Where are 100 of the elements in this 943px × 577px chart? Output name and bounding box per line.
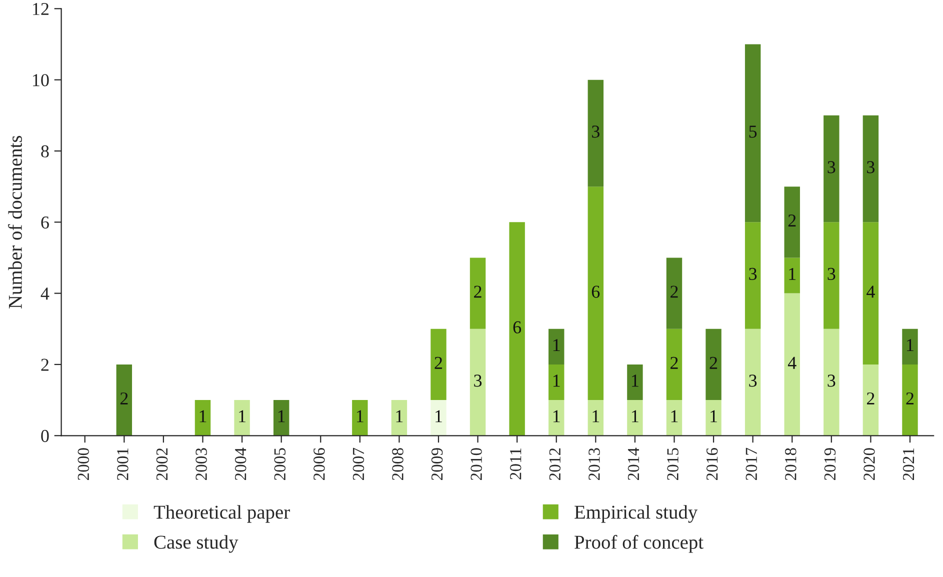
y-tick-label: 12 [33,2,48,15]
data-label: 1 [710,410,717,422]
bar [194,400,211,436]
data-label: 1 [278,410,285,422]
x-tick-label: 2015 [667,448,678,480]
bar [744,222,761,329]
x-tick-label: 2012 [549,448,561,480]
x-tick-label: 2001 [117,448,128,480]
bar [548,328,564,364]
data-label: 2 [670,356,678,369]
bar [627,400,643,436]
data-label: 6 [513,321,522,334]
bar [784,293,800,436]
x-tick-label: 2000 [78,448,90,480]
data-label: 1 [671,410,678,422]
data-label: 1 [239,410,246,422]
x-tick-label: 2019 [824,448,836,480]
data-label: 2 [474,286,482,298]
y-tick-label: 4 [40,288,50,300]
data-label: 2 [788,214,796,226]
x-tick-label: 2018 [785,448,796,480]
y-tick-label: 8 [41,145,49,158]
bar [862,364,879,436]
x-tick-label: 2005 [274,448,286,480]
data-label: 1 [632,410,638,422]
data-label: 6 [592,286,600,298]
x-tick-label: 2010 [470,448,482,480]
legend-label: Case study [154,535,238,553]
data-label: 3 [828,161,836,174]
y-tick-label: 2 [41,358,48,371]
data-label: 1 [553,374,560,387]
x-tick-label: 2007 [352,448,364,480]
data-label: 1 [356,410,364,422]
data-label: 1 [592,410,600,422]
data-label: 1 [553,339,560,352]
bar [706,328,722,400]
y-tick-label: 6 [41,216,49,229]
data-label: 2 [120,392,128,404]
bar [824,222,840,329]
bar [862,222,879,364]
x-tick-label: 2021 [902,448,914,480]
bar [824,328,840,436]
x-tick-label: 2011 [510,448,522,480]
bar [391,400,408,436]
bar [588,80,604,187]
data-label: 2 [434,356,442,369]
data-label: 1 [789,268,796,280]
bar [430,400,446,436]
x-tick-label: 2004 [234,448,246,480]
data-label: 1 [200,410,206,422]
data-label: 1 [632,374,638,387]
data-label: 1 [907,339,914,352]
data-label: 5 [749,126,757,138]
bar [470,258,486,329]
data-label: 3 [828,374,836,387]
data-label: 3 [749,374,757,387]
bar [352,400,368,436]
bar [666,328,682,400]
y-tick-label: 10 [33,74,49,86]
bar [862,115,879,222]
bar [744,44,761,222]
x-tick-label: 2014 [628,448,640,480]
legend-label: Theoretical paper [154,505,290,523]
bar [116,364,132,436]
bar [548,400,564,436]
x-tick-label: 2020 [864,448,875,480]
bar [234,400,250,436]
bar [666,400,682,436]
y-tick-label: 0 [41,430,49,442]
bar [666,258,682,329]
x-tick-label: 2002 [156,448,168,480]
data-label: 3 [867,161,875,174]
legend-label: Empirical study [574,505,698,523]
data-label: 3 [592,126,600,138]
bar [509,222,525,436]
x-tick-label: 2017 [746,448,757,480]
bar [784,186,800,258]
x-tick-label: 2013 [588,448,600,480]
bar [588,400,604,436]
y-axis-title: Number of documents [8,136,22,309]
x-tick-label: 2016 [706,448,718,480]
bar [273,400,290,436]
x-tick-label: 2009 [431,448,443,480]
data-label: 3 [828,268,836,280]
data-label: 1 [553,410,560,422]
data-label: 2 [866,392,874,404]
bar [902,328,918,364]
bar [430,328,446,400]
x-tick-label: 2008 [392,448,404,480]
bar [627,364,643,400]
x-tick-label: 2003 [196,448,207,480]
bar [588,186,604,400]
bar [706,400,722,436]
data-label: 2 [906,392,914,404]
bar [744,328,761,436]
data-label: 4 [788,356,796,369]
data-label: 1 [436,410,442,422]
bar [470,328,486,436]
bar [784,258,800,294]
data-label: 4 [866,286,875,298]
